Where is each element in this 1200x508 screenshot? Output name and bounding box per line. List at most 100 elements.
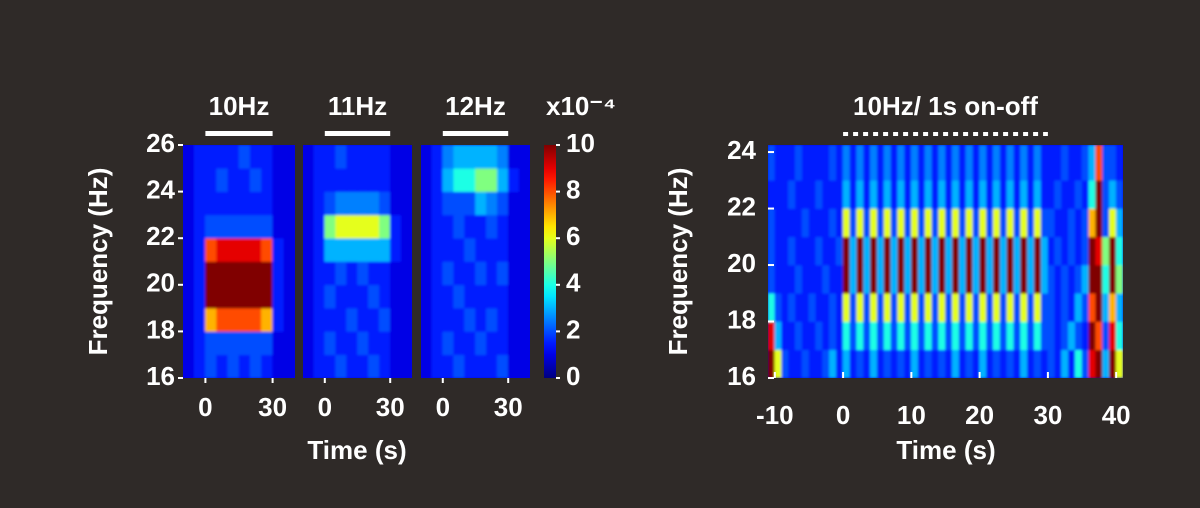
cell	[904, 292, 912, 322]
cell	[357, 354, 369, 378]
x-tick-label: 30	[376, 392, 405, 422]
cell	[849, 145, 858, 181]
cell	[1081, 208, 1090, 238]
cell	[379, 307, 391, 332]
cell	[972, 145, 980, 181]
cell	[904, 349, 912, 378]
cell	[911, 180, 919, 209]
cell	[1054, 292, 1062, 322]
cell	[945, 349, 953, 378]
cell	[924, 321, 933, 351]
cell	[870, 180, 878, 209]
cell	[475, 191, 487, 216]
cell	[1102, 264, 1110, 294]
cell	[808, 292, 817, 322]
cell	[863, 180, 871, 209]
x-tick-label: 30	[258, 392, 287, 422]
cell	[486, 354, 498, 378]
cell	[261, 237, 273, 262]
cell	[324, 354, 336, 378]
cell	[883, 145, 892, 181]
cell	[464, 354, 476, 378]
cell	[999, 208, 1008, 238]
cell	[486, 261, 498, 286]
cell	[924, 208, 933, 238]
cell	[507, 331, 520, 355]
cell	[815, 145, 823, 181]
cell	[938, 349, 946, 378]
cell	[1109, 236, 1117, 266]
cell	[303, 237, 315, 262]
cell	[924, 180, 933, 209]
cell	[768, 236, 776, 266]
cell	[379, 237, 391, 262]
cell	[464, 307, 476, 332]
cell	[801, 180, 810, 209]
cell	[193, 237, 206, 262]
cell	[518, 191, 530, 216]
cell	[431, 354, 444, 378]
cell	[774, 292, 782, 322]
cell	[931, 208, 939, 238]
cell	[883, 236, 892, 266]
cell	[324, 168, 336, 192]
cell	[1068, 145, 1076, 181]
cell	[911, 321, 919, 351]
cell	[1047, 208, 1056, 238]
cell	[486, 145, 498, 169]
cell	[1013, 236, 1021, 266]
colorbar-tick-label: 2	[566, 314, 580, 344]
cell	[272, 354, 285, 378]
cell	[1047, 264, 1056, 294]
cell	[808, 264, 817, 294]
x-tick-label: 0	[836, 400, 850, 430]
cell	[518, 354, 530, 378]
cell	[205, 145, 217, 169]
cell	[227, 191, 240, 216]
cell	[931, 180, 939, 209]
cell	[475, 261, 487, 286]
cell	[1061, 236, 1069, 266]
cell	[870, 264, 878, 294]
cell	[870, 292, 878, 322]
cell	[863, 321, 871, 351]
cell	[1006, 264, 1015, 294]
cell	[835, 321, 844, 351]
cell	[183, 237, 195, 262]
cell	[1088, 145, 1096, 181]
cell	[442, 331, 454, 355]
cell	[442, 261, 454, 286]
cell	[389, 214, 402, 239]
cell	[890, 292, 899, 322]
cell	[992, 349, 1001, 378]
cell	[283, 237, 295, 262]
cell	[917, 292, 926, 322]
cell	[357, 145, 369, 169]
cell	[1040, 264, 1049, 294]
cell	[453, 214, 465, 239]
cell	[795, 292, 803, 322]
cell	[1068, 180, 1076, 209]
cell	[272, 307, 285, 332]
cell	[421, 168, 433, 192]
cell	[283, 168, 295, 192]
cell	[999, 321, 1008, 351]
cell	[952, 145, 960, 181]
cell	[774, 321, 782, 351]
cell	[1088, 236, 1096, 266]
cell	[453, 261, 465, 286]
cell	[1013, 292, 1021, 322]
cell	[303, 168, 315, 192]
cell	[1033, 236, 1042, 266]
cell	[507, 354, 520, 378]
cell	[272, 331, 285, 355]
cell	[1061, 349, 1069, 378]
panel-title: 10Hz	[209, 91, 270, 121]
cell	[856, 292, 864, 322]
cell	[849, 236, 858, 266]
colorbar-tick-label: 8	[566, 174, 580, 204]
cell	[1068, 292, 1076, 322]
y-tick-label: 20	[146, 268, 175, 298]
cell	[1074, 292, 1083, 322]
cell	[856, 145, 864, 181]
